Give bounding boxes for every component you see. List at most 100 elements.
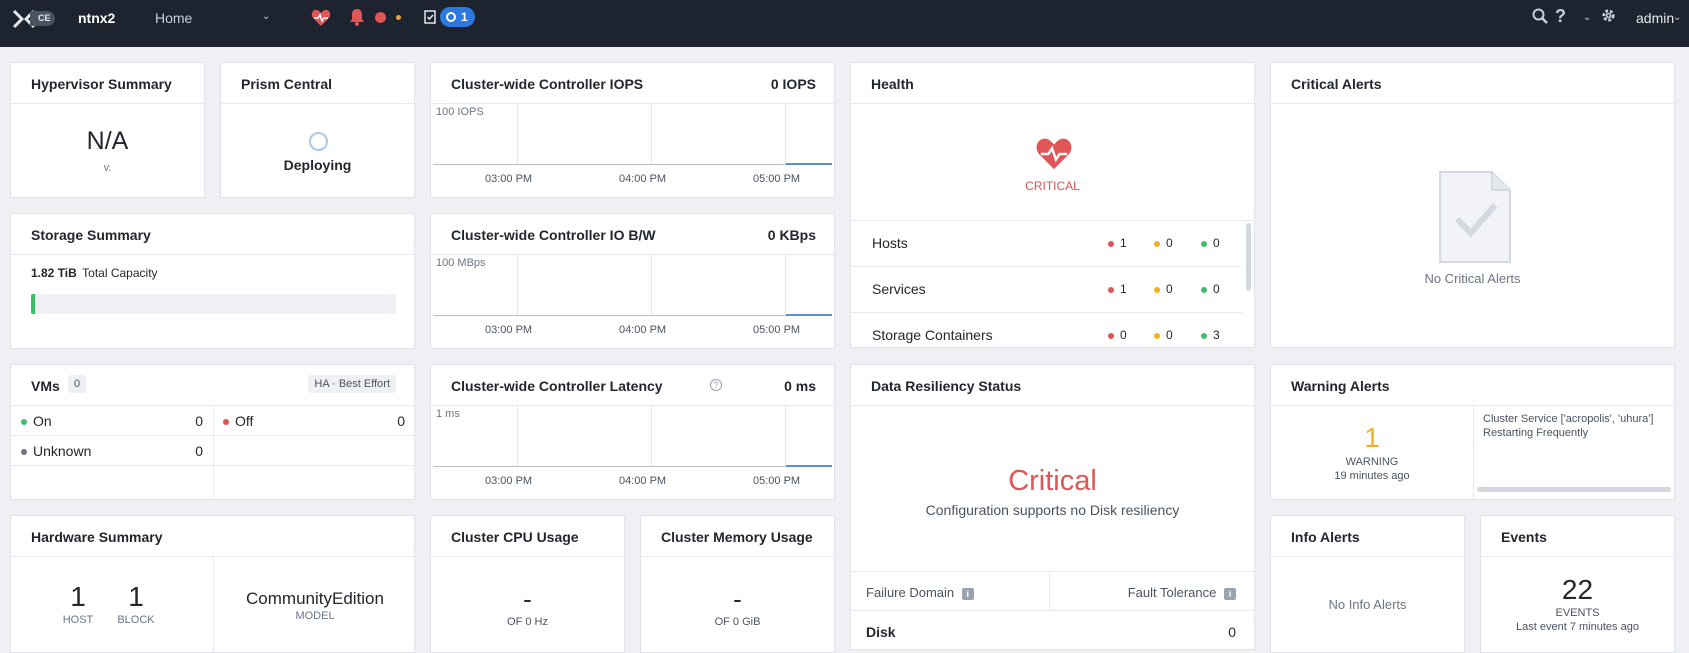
resiliency-row-value: 0	[1228, 624, 1236, 640]
prism-central-status: Deploying	[283, 157, 352, 173]
hardware-summary-widget[interactable]: Hardware Summary 1 HOST 1 BLOCK Communit…	[10, 515, 415, 653]
last-event-time: Last event 7 minutes ago	[1516, 621, 1639, 633]
x-axis-tick: 05:00 PM	[753, 324, 801, 336]
widget-title: Prism Central	[241, 76, 333, 92]
iops-value: 0 IOPS	[770, 76, 816, 92]
x-axis-tick: 04:00 PM	[619, 324, 667, 336]
hypervisor-value: N/A	[86, 127, 129, 155]
event-count[interactable]: 22	[1561, 574, 1594, 605]
widget-title: Hardware Summary	[31, 529, 163, 545]
info-alerts-widget[interactable]: Info Alerts No Info Alerts	[1270, 515, 1465, 653]
x-axis-tick: 04:00 PM	[619, 475, 667, 487]
storage-capacity-value: 1.82 TiB	[31, 266, 77, 280]
resiliency-status: Critical	[1008, 465, 1097, 497]
io-bandwidth-chart: 100 MBps	[433, 255, 832, 317]
data-resiliency-widget[interactable]: Data Resiliency Status Critical Configur…	[850, 364, 1255, 650]
warning-alert-indicator[interactable]	[396, 15, 401, 20]
warning-alerts-scrollbar[interactable]	[1477, 487, 1671, 492]
health-widget[interactable]: Health CRITICAL Hosts 1 0 0 Services 1 0…	[850, 62, 1255, 348]
ha-status-badge[interactable]: HA · Best Effort	[308, 375, 396, 393]
info-help-icon[interactable]: ?	[710, 379, 722, 391]
controller-iops-widget[interactable]: Cluster-wide Controller IOPS 0 IOPS 100 …	[430, 62, 835, 198]
top-navigation-bar: CE ntnx2 Home ⌄ 1 ? ⌄ admin ⌄	[0, 0, 1689, 47]
alerts-bell-icon[interactable]	[349, 8, 365, 26]
cpu-usage-widget[interactable]: Cluster CPU Usage - OF 0 Hz	[430, 515, 625, 653]
host-count: 1	[70, 581, 86, 612]
no-info-alerts-text: No Info Alerts	[1328, 597, 1407, 612]
vm-status-on[interactable]: On 0	[21, 413, 203, 429]
health-row-hosts[interactable]: Hosts 1 0 0	[851, 221, 1242, 267]
storage-usage-fill	[31, 294, 36, 314]
health-heartbeat-icon[interactable]	[311, 9, 331, 27]
y-axis-label: 100 MBps	[436, 257, 486, 269]
x-axis-tick: 03:00 PM	[485, 324, 533, 336]
prism-central-widget[interactable]: Prism Central Deploying	[220, 62, 415, 198]
iops-chart: 100 IOPS	[433, 104, 832, 166]
memory-usage-value: -	[733, 584, 742, 614]
host-label: HOST	[62, 614, 94, 626]
widget-title: Events	[1501, 529, 1547, 545]
chevron-down-icon[interactable]: ⌄	[1583, 12, 1592, 23]
widget-title: Hypervisor Summary	[31, 76, 172, 92]
controller-latency-widget[interactable]: Cluster-wide Controller Latency ? 0 ms 1…	[430, 364, 835, 500]
chevron-down-icon[interactable]: ⌄	[262, 11, 271, 22]
vm-status-unknown[interactable]: Unknown 0	[21, 443, 203, 459]
health-row-services[interactable]: Services 1 0 0	[851, 267, 1242, 313]
user-menu[interactable]: admin	[1636, 10, 1675, 26]
y-axis-label: 1 ms	[436, 408, 460, 420]
storage-usage-bar	[31, 294, 396, 314]
cpu-usage-value: -	[523, 584, 532, 614]
events-label: EVENTS	[1555, 607, 1600, 619]
edition-badge: CE	[30, 11, 55, 26]
resiliency-row-label: Disk	[866, 624, 896, 640]
vm-count-badge: 0	[68, 375, 87, 393]
info-icon[interactable]: i	[961, 587, 974, 600]
info-icon[interactable]: i	[1224, 587, 1236, 600]
warning-count[interactable]: 1	[1364, 422, 1380, 453]
widget-title: Cluster-wide Controller Latency	[451, 378, 663, 394]
widget-title: Critical Alerts	[1291, 76, 1382, 92]
chevron-down-icon[interactable]: ⌄	[1673, 12, 1682, 23]
help-icon[interactable]: ?	[1555, 6, 1566, 26]
critical-alerts-widget[interactable]: Critical Alerts No Critical Alerts	[1270, 62, 1675, 348]
widget-title: Warning Alerts	[1291, 378, 1390, 394]
main-menu-dropdown[interactable]: Home	[155, 10, 193, 26]
warning-alerts-widget[interactable]: Warning Alerts 1 WARNING 19 minutes ago …	[1270, 364, 1675, 500]
widget-title: Cluster Memory Usage	[661, 529, 813, 545]
events-widget[interactable]: Events 22 EVENTS Last event 7 minutes ag…	[1480, 515, 1675, 653]
widget-title: VMs	[31, 378, 60, 394]
widget-title: Info Alerts	[1291, 529, 1360, 545]
widget-title: Cluster-wide Controller IO B/W	[451, 227, 656, 243]
storage-capacity-label: Total Capacity	[82, 266, 158, 280]
storage-summary-widget[interactable]: Storage Summary 1.82 TiB Total Capacity	[10, 213, 415, 349]
hypervisor-summary-widget[interactable]: Hypervisor Summary N/A v.	[10, 62, 205, 198]
gear-icon[interactable]	[1601, 8, 1616, 23]
memory-total: OF 0 GiB	[714, 616, 761, 628]
hypervisor-version: v.	[103, 162, 112, 174]
model-label: MODEL	[295, 610, 335, 622]
critical-alert-indicator[interactable]	[375, 12, 386, 23]
fault-tolerance-header: Fault Tolerance i	[1128, 585, 1236, 600]
vms-widget[interactable]: VMs 0 HA · Best Effort On 0 Off 0 Unknow…	[10, 364, 415, 500]
controller-io-bandwidth-widget[interactable]: Cluster-wide Controller IO B/W 0 KBps 10…	[430, 213, 835, 349]
vm-status-off[interactable]: Off 0	[223, 413, 405, 429]
block-label: BLOCK	[117, 614, 155, 626]
health-scrollbar[interactable]	[1246, 223, 1251, 291]
loading-spinner-icon	[309, 132, 328, 151]
x-axis-tick: 05:00 PM	[753, 475, 801, 487]
warning-label: WARNING	[1345, 456, 1399, 468]
block-count: 1	[128, 581, 144, 612]
x-axis-tick: 04:00 PM	[619, 173, 667, 185]
latency-value: 0 ms	[784, 378, 816, 394]
search-icon[interactable]	[1532, 8, 1548, 24]
widget-title: Storage Summary	[31, 227, 151, 243]
warning-alert-message[interactable]: Cluster Service ['acropolis', 'uhura'] R…	[1483, 413, 1654, 439]
memory-usage-widget[interactable]: Cluster Memory Usage - OF 0 GiB	[640, 515, 835, 653]
health-row-storage-containers[interactable]: Storage Containers 0 0 3	[872, 327, 1220, 343]
y-axis-label: 100 IOPS	[436, 106, 484, 118]
tasks-count-badge[interactable]: 1	[440, 7, 475, 27]
tasks-clipboard-icon[interactable]	[424, 9, 436, 24]
x-axis-tick: 03:00 PM	[485, 173, 533, 185]
no-critical-alerts-text: No Critical Alerts	[1424, 271, 1521, 286]
empty-document-icon	[1439, 171, 1511, 263]
